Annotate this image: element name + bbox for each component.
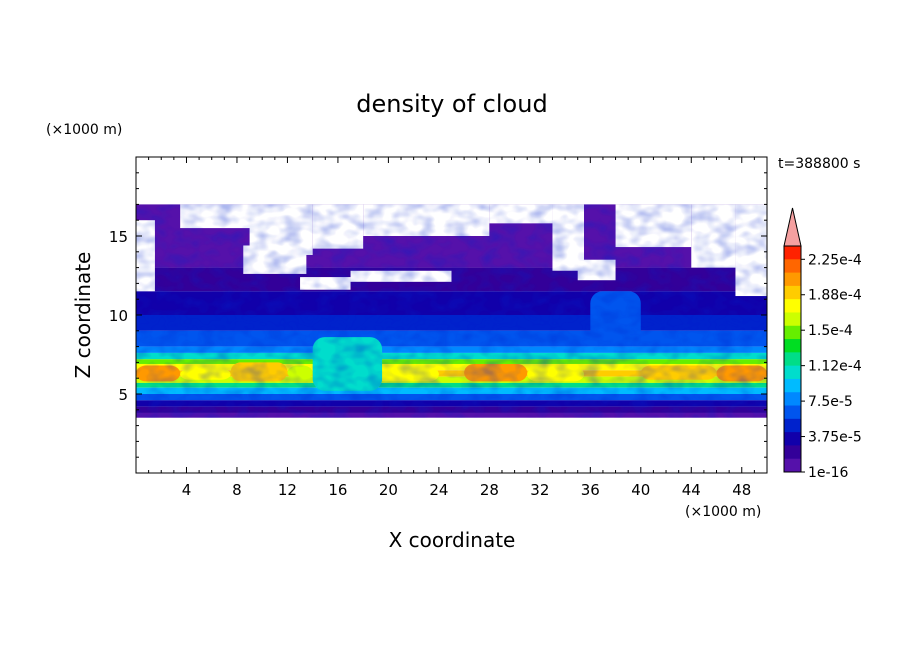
colorbar-level (784, 325, 801, 340)
x-axis-label: X coordinate (389, 528, 516, 552)
colorbar-level (784, 272, 801, 287)
x-tick-label: 40 (631, 481, 650, 499)
colorbar-level (784, 246, 801, 260)
colorbar-level (784, 458, 801, 473)
colorbar-level (784, 378, 801, 393)
colorbar-level (784, 365, 801, 380)
colorbar-level (784, 445, 801, 460)
density-texture (136, 204, 767, 418)
colorbar-level (784, 299, 801, 313)
colorbar-frame (783, 245, 802, 473)
colorbar-level (784, 405, 801, 420)
x-unit-label: (×1000 m) (685, 504, 761, 520)
y-tick-label: 15 (109, 228, 128, 246)
y-axis-ticks: 5 10 15 (109, 172, 767, 458)
x-tick-label: 32 (530, 481, 549, 499)
colorbar-level (784, 339, 801, 353)
time-label: t=388800 s (778, 156, 860, 172)
colorbar-level (784, 418, 801, 433)
colorbar-over-arrow (783, 207, 802, 247)
x-axis-ticks: 4 8 12 16 20 24 28 32 36 40 44 48 (148, 157, 755, 499)
x-tick-label: 12 (278, 481, 297, 499)
colorbar-label: 1.12e-4 (808, 359, 862, 375)
x-tick-label: 44 (682, 481, 701, 499)
x-tick-label: 8 (232, 481, 242, 499)
density-field (136, 204, 767, 418)
x-tick-label: 16 (328, 481, 347, 499)
colorbar-level (784, 285, 801, 300)
colorbar-label: 1.5e-4 (808, 323, 853, 339)
x-tick-label: 24 (429, 481, 448, 499)
x-tick-label: 36 (581, 481, 600, 499)
colorbar-label: 2.25e-4 (808, 252, 862, 268)
y-unit-label: (×1000 m) (46, 122, 122, 138)
colorbar-label: 1e-16 (808, 465, 848, 481)
chart-title: density of cloud (356, 90, 547, 118)
x-tick-label: 48 (732, 481, 751, 499)
y-tick-label: 5 (118, 386, 128, 404)
x-tick-label: 28 (480, 481, 499, 499)
colorbar-label: 3.75e-5 (808, 430, 862, 446)
colorbar-level (784, 312, 801, 327)
colorbar-level (784, 259, 801, 274)
x-tick-label: 20 (379, 481, 398, 499)
colorbar: 2.25e-4 1.88e-4 1.5e-4 1.12e-4 7.5e-5 3.75e-5… (783, 207, 862, 481)
colorbar-label: 7.5e-5 (808, 394, 853, 410)
colorbar-level (784, 432, 801, 446)
colorbar-level (784, 392, 801, 407)
y-tick-label: 10 (109, 307, 128, 325)
colorbar-level (784, 352, 801, 367)
y-axis-label: Z coordinate (71, 252, 95, 379)
x-tick-label: 4 (182, 481, 192, 499)
colorbar-label: 1.88e-4 (808, 288, 862, 304)
